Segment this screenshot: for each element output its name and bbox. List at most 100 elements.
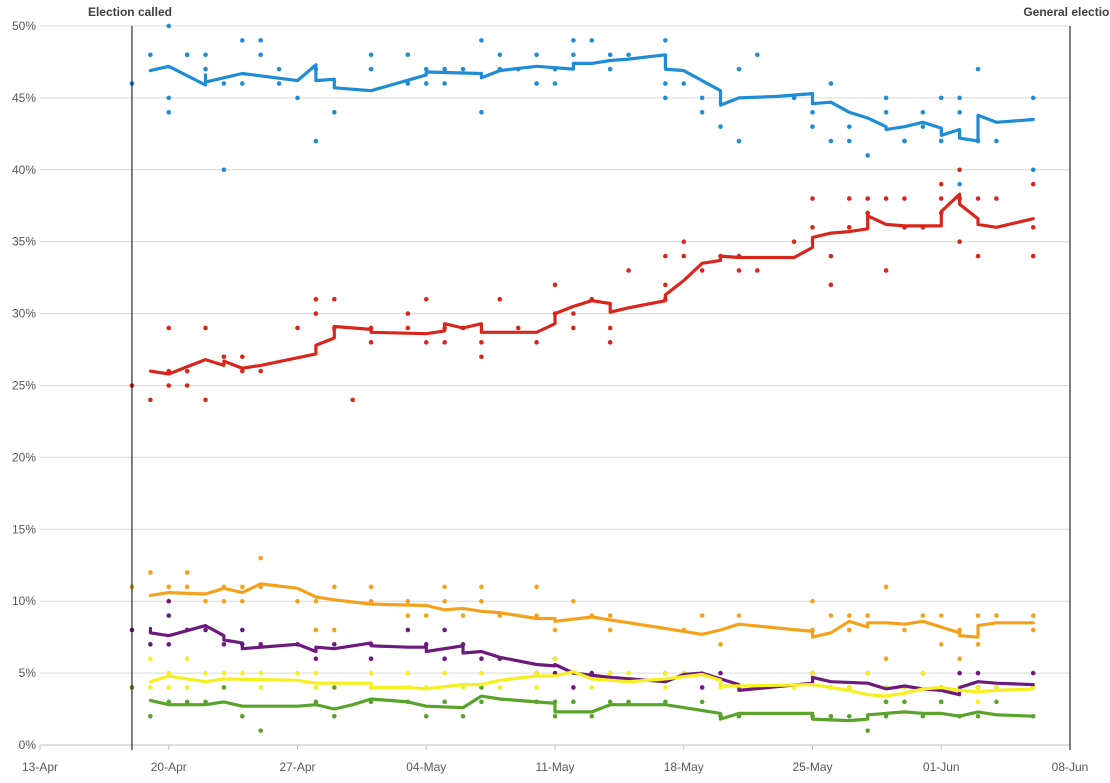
poll-point	[957, 95, 962, 101]
poll-point	[405, 613, 411, 618]
poll-point	[240, 627, 245, 633]
poll-point	[883, 95, 889, 101]
poll-point	[479, 670, 484, 676]
poll-point	[957, 670, 962, 676]
poll-point	[442, 66, 447, 72]
x-tick-label: 08-Jun	[1052, 760, 1089, 774]
poll-point	[405, 52, 411, 58]
poll-point	[755, 268, 760, 273]
poll-point	[258, 670, 264, 676]
poll-point	[405, 81, 411, 86]
poll-point	[166, 642, 172, 647]
poll-point	[479, 598, 484, 604]
poll-point	[295, 95, 300, 101]
x-tick-label: 27-Apr	[279, 760, 315, 774]
poll-point	[571, 311, 576, 316]
poll-point	[258, 685, 264, 690]
poll-point	[479, 685, 484, 690]
poll-point	[368, 66, 374, 72]
poll-point	[184, 685, 190, 690]
poll-point	[663, 95, 668, 101]
poll-point	[240, 670, 245, 676]
poll-point	[240, 584, 245, 590]
poll-point	[240, 38, 245, 43]
poll-point	[534, 340, 539, 345]
poll-point	[331, 713, 337, 719]
poll-point	[828, 253, 834, 259]
poll-point	[295, 670, 300, 676]
poll-point	[184, 656, 190, 662]
poll-point	[148, 397, 153, 403]
poll-point	[148, 52, 153, 58]
poll-point	[699, 613, 705, 618]
poll-point	[184, 699, 190, 705]
poll-point	[331, 584, 337, 590]
poll-point	[865, 613, 870, 618]
poll-point	[331, 627, 337, 633]
poll-point	[534, 584, 539, 590]
poll-point	[663, 699, 668, 705]
poll-point	[810, 670, 815, 676]
poll-point	[240, 368, 245, 374]
poll-point	[1030, 627, 1036, 633]
poll-point	[975, 196, 981, 201]
poll-point	[626, 670, 631, 676]
poll-point	[626, 268, 631, 273]
poll-point	[736, 138, 742, 144]
poll-point	[718, 642, 723, 647]
poll-point	[975, 253, 981, 259]
poll-point	[203, 66, 208, 72]
poll-point	[166, 95, 172, 101]
poll-point	[276, 66, 282, 72]
poll-point	[258, 555, 264, 561]
trend-line	[148, 624, 1035, 697]
poll-point	[203, 325, 208, 331]
poll-point	[920, 109, 926, 115]
poll-point	[497, 685, 503, 690]
y-tick-label: 5%	[19, 666, 37, 680]
poll-point	[828, 282, 834, 288]
poll-point	[975, 685, 981, 690]
trend-line	[148, 582, 1035, 639]
poll-point	[203, 52, 208, 58]
poll-point	[791, 239, 797, 244]
poll-point	[442, 81, 447, 86]
poll-point	[957, 167, 962, 173]
poll-point	[442, 670, 447, 676]
y-tick-label: 25%	[12, 379, 36, 393]
poll-point	[589, 713, 595, 719]
poll-point	[423, 296, 429, 302]
poll-point	[681, 253, 687, 259]
trend-line	[148, 670, 1035, 698]
poll-point	[1030, 670, 1036, 676]
poll-point	[240, 354, 245, 360]
poll-point	[846, 613, 852, 618]
poll-point	[497, 52, 503, 58]
poll-point	[258, 728, 264, 733]
poll-point	[184, 584, 190, 590]
poll-point	[368, 584, 374, 590]
poll-point	[423, 642, 429, 647]
poll-point	[865, 196, 870, 201]
event-label: General election	[1023, 5, 1110, 19]
poll-point	[810, 598, 815, 604]
poll-point	[368, 670, 374, 676]
poll-point	[405, 627, 411, 633]
poll-point	[203, 627, 208, 633]
poll-point	[276, 81, 282, 86]
poll-point	[846, 627, 852, 633]
poll-point	[534, 670, 539, 676]
poll-point	[515, 325, 521, 331]
poll-point	[166, 598, 172, 604]
poll-point	[663, 685, 668, 690]
poll-point	[846, 196, 852, 201]
poll-point	[203, 397, 208, 403]
y-tick-label: 45%	[12, 91, 36, 105]
poll-point	[313, 656, 319, 662]
poll-point	[552, 81, 558, 86]
poll-point	[938, 196, 944, 201]
poll-point	[423, 340, 429, 345]
poll-point	[681, 239, 687, 244]
poll-point	[148, 685, 153, 690]
